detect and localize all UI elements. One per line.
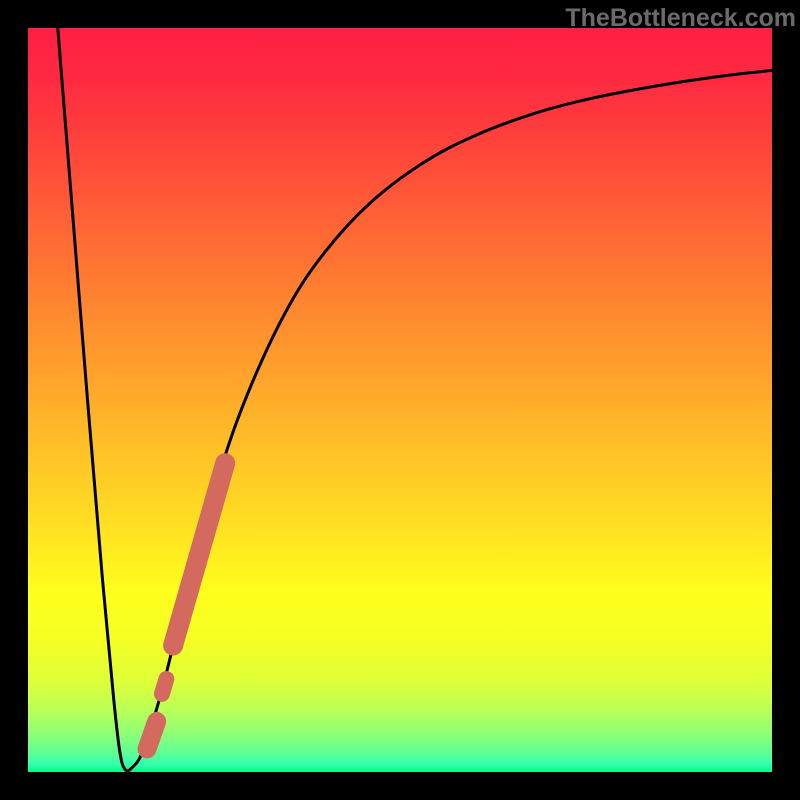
- watermark-text: TheBottleneck.com: [565, 4, 796, 33]
- plot-area: [28, 28, 772, 772]
- chart-frame: TheBottleneck.com: [0, 0, 800, 800]
